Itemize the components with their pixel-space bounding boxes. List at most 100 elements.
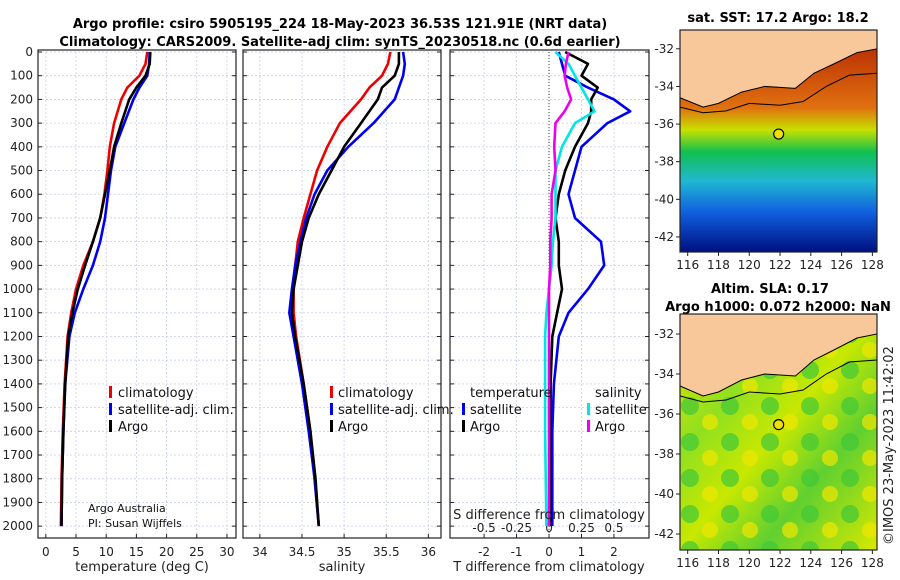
lat-tick-label: -38 — [654, 447, 674, 461]
x-tick-label: 36 — [421, 545, 436, 559]
legend-climatology: climatology — [118, 386, 194, 401]
y-tick-label: 700 — [10, 211, 33, 225]
series-line-s-argo — [547, 51, 573, 527]
figure-title-line1: Argo profile: csiro 5905195_224 18-May-2… — [73, 17, 607, 32]
argo-position-marker — [773, 419, 785, 431]
lon-tick-label: 124 — [799, 556, 822, 570]
lon-tick-label: 118 — [707, 258, 730, 272]
legend-s-satellite: satellite — [595, 403, 647, 418]
lon-tick-label: 122 — [769, 556, 792, 570]
x-tick-label: 1 — [578, 545, 586, 559]
y-tick-label: 1400 — [2, 377, 33, 391]
lat-tick-label: -40 — [654, 192, 674, 206]
sst-map: 116 118 120 122 124 126 128 -32 -34 -36 -38 -40 -42 — [654, 29, 884, 272]
y-tick-label: 1700 — [2, 448, 33, 462]
difference-panel: -2 -1 0 1 2 -0.5 -0.25 0 0.25 0.5 — [449, 49, 650, 559]
s-diff-tick-label: 0.5 — [604, 521, 623, 535]
x-tick-label: 30 — [219, 545, 234, 559]
y-tick-label: 1600 — [2, 424, 33, 438]
lon-tick-label: 122 — [769, 258, 792, 272]
lat-tick-label: -32 — [654, 327, 674, 341]
y-tick-label: 300 — [10, 116, 33, 130]
y-tick-label: 1500 — [2, 401, 33, 415]
lon-tick-label: 128 — [861, 556, 884, 570]
legend-argo: Argo — [338, 420, 368, 435]
x-tick-label: 34 — [252, 545, 267, 559]
legend-satellite: satellite-adj. clim. — [338, 403, 454, 418]
x-tick-label: -1 — [511, 545, 523, 559]
legend-s-argo: Argo — [595, 420, 625, 435]
y-tick-label: 600 — [10, 187, 33, 201]
series-line-t-argo — [549, 50, 600, 527]
y-tick-label: 200 — [10, 92, 33, 106]
legend-swatch-t-satellite — [462, 403, 465, 415]
t-difference-axis-label: T difference from climatology — [452, 560, 645, 575]
s-diff-tick-label: 0 — [545, 521, 553, 535]
lon-tick-label: 118 — [707, 556, 730, 570]
x-tick-label: 2 — [610, 545, 618, 559]
x-tick-label: 35.5 — [373, 545, 400, 559]
lat-tick-label: -36 — [654, 407, 674, 421]
s-diff-tick-label: -0.25 — [501, 521, 532, 535]
y-tick-label: 500 — [10, 164, 33, 178]
depth-contour — [679, 72, 878, 114]
lat-tick-label: -42 — [654, 527, 674, 541]
y-tick-label: 1300 — [2, 353, 33, 367]
lon-tick-label: 128 — [861, 258, 884, 272]
legend-argo: Argo — [118, 420, 148, 435]
temperature-panel: 0100200300400500600700800900100011001200… — [2, 45, 237, 559]
temperature-axis-label: temperature (deg C) — [75, 560, 209, 575]
map-frame — [679, 29, 878, 253]
x-tick-label: 20 — [159, 545, 174, 559]
x-tick-label: 25 — [189, 545, 204, 559]
x-tick-label: 35 — [336, 545, 351, 559]
legend-salinity-title: salinity — [595, 386, 642, 401]
legend-swatch-argo — [109, 420, 112, 432]
x-tick-label: -2 — [478, 545, 490, 559]
lon-tick-label: 116 — [676, 258, 699, 272]
lat-tick-label: -36 — [654, 117, 674, 131]
s-diff-tick-label: -0.5 — [472, 521, 495, 535]
sla-map-title-line2: Argo h1000: 0.072 h2000: NaN — [665, 300, 891, 315]
lat-tick-label: -42 — [654, 230, 674, 244]
series-line-argo — [290, 52, 401, 527]
legend-swatch-t-argo — [462, 420, 465, 432]
panel-frame — [242, 49, 442, 539]
lat-tick-label: -34 — [654, 79, 674, 93]
sla-map-title-line1: Altim. SLA: 0.17 — [711, 282, 829, 297]
legend-t-satellite: satellite — [470, 403, 522, 418]
legend-satellite: satellite-adj. clim. — [118, 403, 234, 418]
lon-tick-label: 120 — [738, 258, 761, 272]
credit-line1: Argo Australia — [88, 502, 166, 515]
panel-frame — [449, 49, 650, 539]
y-tick-label: 1200 — [2, 329, 33, 343]
x-tick-label: 15 — [129, 545, 144, 559]
temperature-legend: climatology satellite-adj. clim. Argo — [109, 386, 234, 435]
sst-map-title: sat. SST: 17.2 Argo: 18.2 — [687, 11, 868, 26]
y-tick-label: 800 — [10, 235, 33, 249]
series-line-t-satellite — [550, 51, 632, 527]
series-line-s-satellite — [543, 51, 596, 527]
legend-swatch-climatology — [330, 386, 333, 398]
salinity-panel: 34 34.5 35 35.5 36 — [242, 49, 442, 559]
y-tick-label: 1100 — [2, 306, 33, 320]
series-line-argo — [60, 51, 152, 527]
lon-tick-label: 124 — [799, 258, 822, 272]
y-tick-label: 2000 — [2, 519, 33, 533]
legend-swatch-satellite — [109, 403, 112, 415]
lon-tick-label: 126 — [830, 258, 853, 272]
lat-tick-label: -40 — [654, 487, 674, 501]
legend-swatch-s-satellite — [587, 403, 590, 415]
x-tick-label: 34.5 — [289, 545, 316, 559]
x-tick-label: 5 — [72, 545, 80, 559]
timestamp: ©IMOS 23-May-2023 11:42:02 — [882, 346, 897, 545]
y-tick-label: 1900 — [2, 495, 33, 509]
lon-tick-label: 116 — [676, 556, 699, 570]
difference-legend: temperature satellite Argo salinity sate… — [462, 386, 647, 435]
legend-swatch-s-argo — [587, 420, 590, 432]
depth-contour — [679, 359, 878, 403]
y-tick-label: 1000 — [2, 282, 33, 296]
x-tick-label: 0 — [42, 545, 50, 559]
s-difference-axis-label: S difference from climatology — [453, 508, 645, 523]
